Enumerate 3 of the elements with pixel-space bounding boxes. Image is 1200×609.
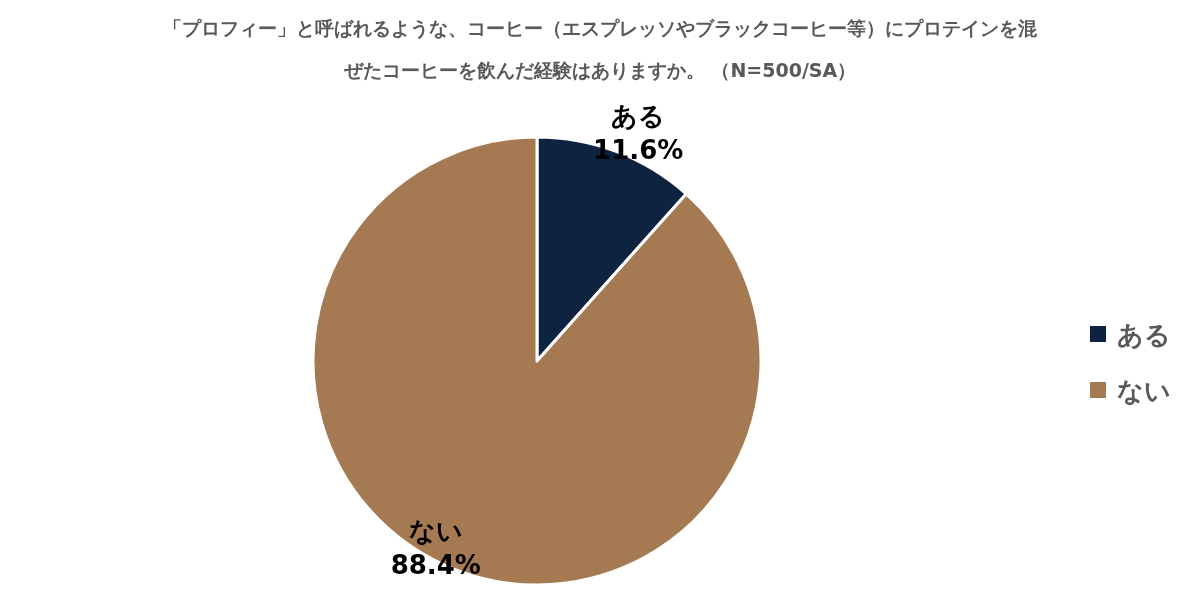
title: 「プロフィー」と呼ばれるような、コーヒー（エスプレッソやブラックコーヒー等）にプロテインを混ぜたコーヒーを飲んだ経験はありますか。 （N=500/SA） xyxy=(163,17,1037,81)
legend-label: ない xyxy=(1117,376,1171,406)
legend-label: ある xyxy=(1117,320,1171,350)
